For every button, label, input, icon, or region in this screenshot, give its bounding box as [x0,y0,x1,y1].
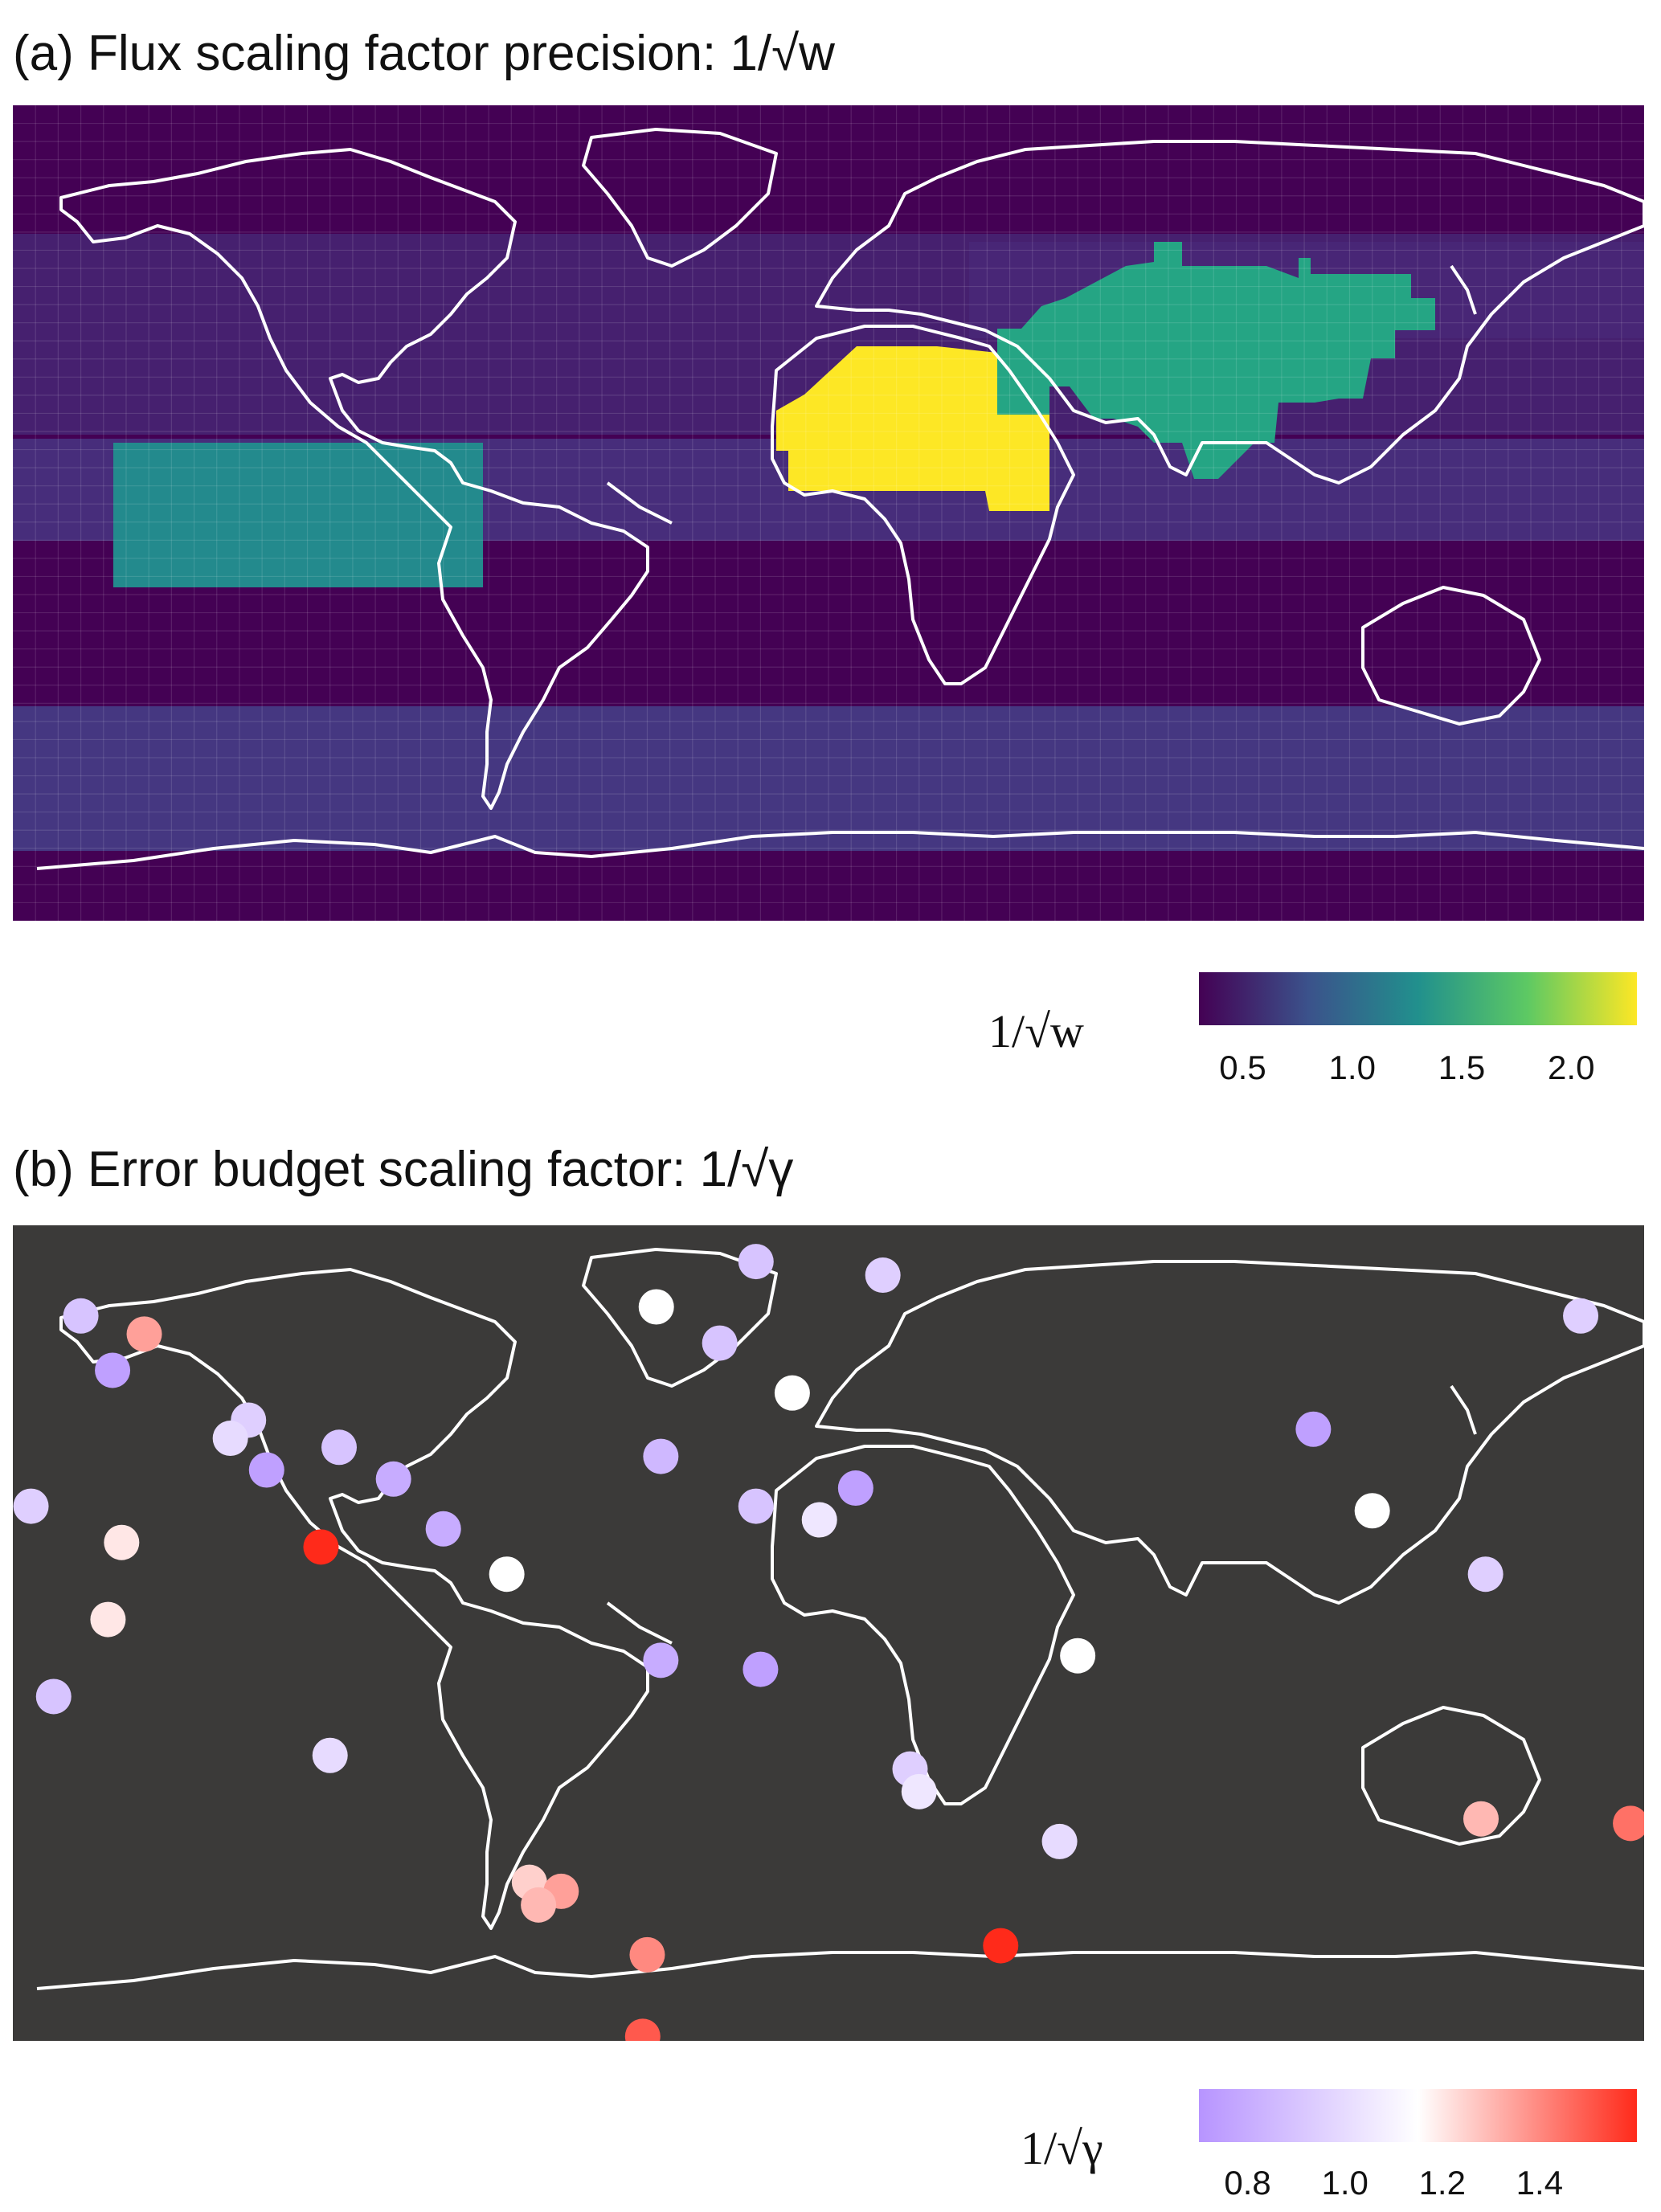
colorbar-tick-mark [1441,2153,1443,2161]
station-marker [629,1936,665,1973]
station-marker [638,1289,674,1325]
map-a-southern-band [13,706,1644,851]
colorbar-tick-label: 1.0 [1328,1049,1376,1086]
station-marker [865,1257,901,1294]
colorbar-tick-label: 0.8 [1224,2164,1271,2202]
station-marker [521,1887,557,1923]
station-marker [1295,1411,1332,1447]
map-a-middle-east-asia-block [997,242,1435,479]
station-marker [743,1651,779,1687]
station-marker [1563,1298,1599,1334]
station-marker [13,1488,49,1524]
station-marker [643,1642,679,1678]
panel-b-legend-title: 1/√γ [1021,2122,1103,2174]
station-marker [63,1298,99,1334]
colorbar-tick-mark [1538,2153,1540,2161]
panel-a-map [13,105,1644,921]
colorbar-tick-mark [1351,1037,1353,1045]
station-marker [1467,1556,1503,1593]
station-marker [738,1488,774,1524]
map-a-sahara-block [776,346,1049,511]
station-marker [489,1556,525,1593]
panel-a-legend-title: 1/√w [988,1005,1084,1057]
map-b-stations [13,1244,1644,2041]
station-marker [1041,1823,1078,1859]
station-marker [248,1452,284,1488]
colorbar-tick-label: 0.5 [1219,1049,1266,1086]
station-marker [774,1375,810,1411]
station-marker [321,1429,357,1466]
station-marker [312,1737,348,1773]
station-marker [1613,1805,1644,1842]
station-marker [1463,1801,1499,1837]
station-marker [126,1316,162,1352]
map-a-coastlines [36,128,1644,870]
colorbar-tick-mark [1570,1037,1573,1045]
station-marker [702,1325,738,1361]
flux-precision-map [13,105,1644,921]
panel-a-colorbar-ticks: 0.5 1.0 1.5 2.0 [1199,1037,1637,1097]
station-marker [624,2018,661,2041]
station-marker [643,1438,679,1474]
panel-b-colorbar [1199,2089,1637,2142]
colorbar-tick-mark [1242,1037,1244,1045]
map-b-coastlines [36,1248,1644,1990]
colorbar-tick-mark [1461,1037,1463,1045]
map-a-tropical-pacific-block [113,443,483,587]
colorbar-tick-label: 1.4 [1516,2164,1564,2202]
error-budget-map [13,1225,1644,2041]
colorbar-tick-mark [1344,2153,1346,2161]
panel-b-title: (b) Error budget scaling factor: 1/√γ [13,1142,794,1197]
colorbar-tick-label: 1.5 [1438,1049,1486,1086]
colorbar-tick-label: 2.0 [1548,1049,1595,1086]
station-marker [375,1461,411,1497]
station-marker [425,1511,461,1547]
station-marker [90,1601,126,1638]
colorbar-tick-label: 1.2 [1418,2164,1466,2202]
station-marker [801,1502,837,1538]
station-marker [95,1352,131,1388]
map-b-background [13,1225,1644,2041]
station-marker [837,1470,873,1507]
station-marker [901,1773,937,1809]
station-marker [1060,1638,1096,1674]
station-marker [212,1421,248,1457]
panel-b-colorbar-ticks: 0.8 1.0 1.2 1.4 [1199,2153,1637,2212]
station-marker [303,1529,339,1565]
colorbar-tick-label: 1.0 [1321,2164,1368,2202]
colorbar-tick-mark [1246,2153,1249,2161]
panel-a-colorbar [1199,972,1637,1025]
panel-b-map [13,1225,1644,2041]
station-marker [983,1928,1019,1964]
station-marker [738,1244,774,1280]
station-marker [104,1524,140,1560]
panel-a-title: (a) Flux scaling factor precision: 1/√w [13,26,835,81]
station-marker [35,1678,72,1715]
station-marker [1354,1493,1390,1529]
